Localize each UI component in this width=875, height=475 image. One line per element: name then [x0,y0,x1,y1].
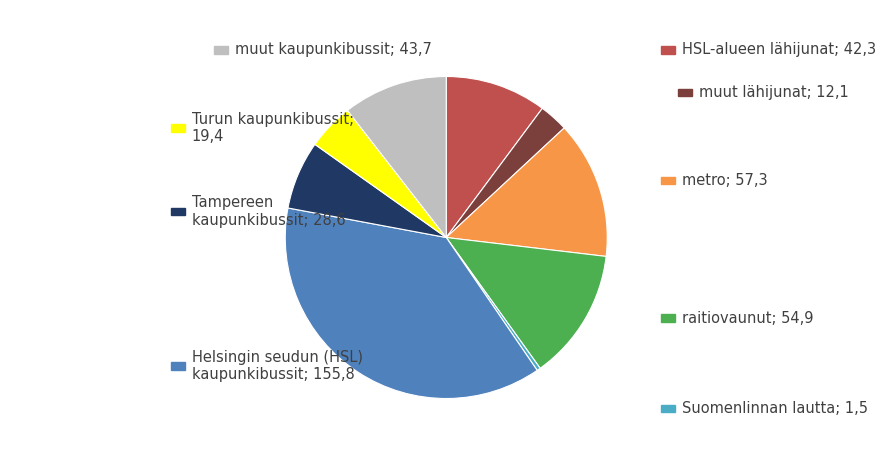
Wedge shape [285,208,537,399]
Wedge shape [315,110,446,238]
Wedge shape [446,238,606,368]
Text: raitiovaunut; 54,9: raitiovaunut; 54,9 [682,311,813,326]
Wedge shape [446,76,542,238]
Wedge shape [446,128,607,256]
Text: Turun kaupunkibussit;
19,4: Turun kaupunkibussit; 19,4 [192,112,354,144]
Text: muut kaupunkibussit; 43,7: muut kaupunkibussit; 43,7 [235,42,432,57]
Text: Tampereen
kaupunkibussit; 28,6: Tampereen kaupunkibussit; 28,6 [192,195,346,228]
Wedge shape [347,76,446,238]
Text: Helsingin seudun (HSL)
kaupunkibussit; 155,8: Helsingin seudun (HSL) kaupunkibussit; 1… [192,350,362,382]
Wedge shape [446,238,540,370]
Text: metro; 57,3: metro; 57,3 [682,173,767,188]
Text: muut lähijunat; 12,1: muut lähijunat; 12,1 [699,85,849,100]
Text: Suomenlinnan lautta; 1,5: Suomenlinnan lautta; 1,5 [682,401,868,416]
Wedge shape [288,144,446,238]
Wedge shape [446,108,564,238]
Text: HSL-alueen lähijunat; 42,3: HSL-alueen lähijunat; 42,3 [682,42,875,57]
